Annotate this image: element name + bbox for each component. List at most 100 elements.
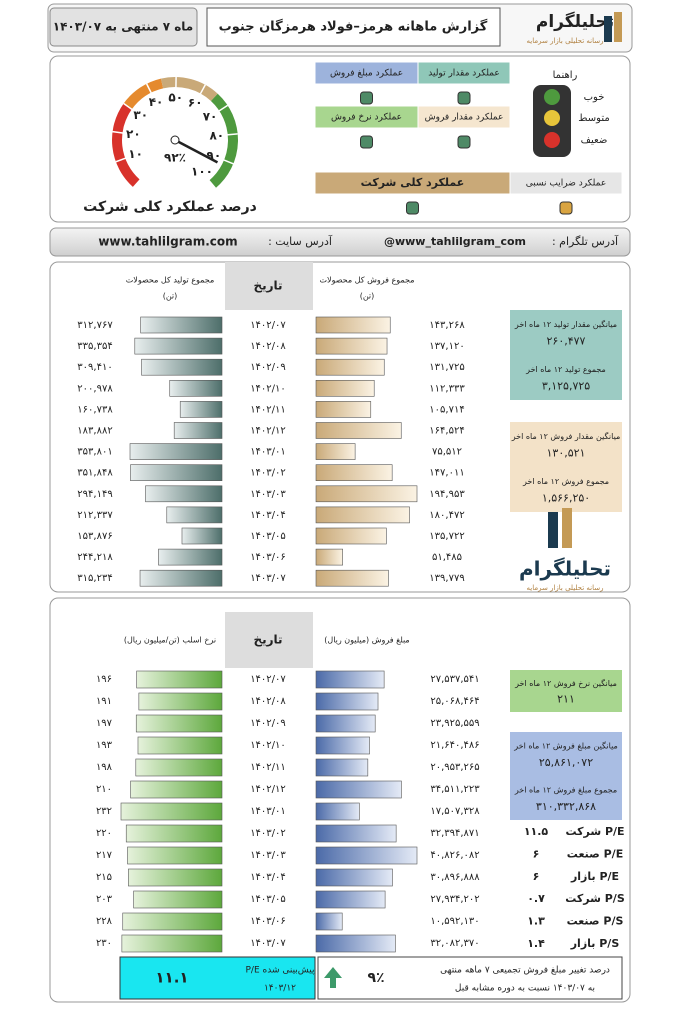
date: ۱۴۰۲/۰۹ bbox=[250, 718, 286, 729]
summary-label: مجموع مبلغ فروش ۱۲ ماه اخر bbox=[514, 786, 617, 795]
sales-bar bbox=[315, 464, 393, 482]
sales-value: ۱۳۷,۱۲۰ bbox=[429, 341, 464, 352]
gauge-tick bbox=[199, 84, 207, 95]
date: ۱۴۰۲/۰۷ bbox=[250, 674, 286, 685]
rate-bar bbox=[136, 670, 223, 689]
traffic-lamp bbox=[544, 132, 560, 148]
legend-level: ضعیف bbox=[581, 135, 608, 146]
amount-bar bbox=[315, 868, 393, 887]
date: ۱۴۰۳/۰۴ bbox=[250, 872, 286, 883]
date: ۱۴۰۲/۱۱ bbox=[250, 762, 286, 773]
indicator-label: عملکرد ضرایب نسبی bbox=[526, 179, 606, 189]
production-bar bbox=[129, 443, 223, 460]
rate-value: ۱۹۷ bbox=[96, 718, 113, 729]
gauge-title: درصد عملکرد کلی شرکت bbox=[83, 199, 257, 215]
summary-box bbox=[510, 732, 622, 820]
ratio-label: P/E بازار bbox=[570, 870, 619, 883]
production-bar bbox=[134, 337, 223, 355]
amount-value: ۴۰,۸۲۶,۰۸۲ bbox=[430, 850, 479, 861]
production-bar bbox=[130, 464, 223, 482]
title-box bbox=[206, 7, 501, 47]
ratio-value: ۶ bbox=[533, 847, 540, 860]
production-value: ۱۶۰,۷۳۸ bbox=[77, 404, 113, 415]
gauge-hub bbox=[170, 135, 180, 145]
gauge-tick bbox=[222, 158, 234, 165]
amount-value: ۲۵,۰۶۸,۴۶۴ bbox=[430, 696, 479, 707]
sales-value: ۱۳۹,۷۷۹ bbox=[429, 573, 464, 584]
indicator-status bbox=[457, 91, 471, 105]
site: www.tahlilgram.com bbox=[98, 235, 237, 249]
column-header: تاریخ bbox=[253, 633, 282, 647]
change-box bbox=[317, 956, 623, 1000]
gauge-needle bbox=[174, 138, 219, 164]
sales-bar bbox=[315, 527, 387, 545]
date: ۱۴۰۳/۰۴ bbox=[250, 510, 286, 521]
gauge-tick-label: ۵۰ bbox=[168, 91, 183, 105]
sales-bar bbox=[315, 506, 410, 524]
sales-value: ۱۳۵,۷۲۲ bbox=[429, 531, 464, 542]
amount-bar bbox=[315, 670, 385, 689]
ratio-label: P/E شرکت bbox=[565, 825, 624, 838]
production-value: ۱۵۳,۸۷۶ bbox=[77, 531, 112, 542]
date: ۱۴۰۲/۱۱ bbox=[250, 404, 286, 415]
contact-bar bbox=[49, 227, 631, 257]
production-value: ۳۵۱,۸۴۸ bbox=[77, 468, 113, 479]
date: ۱۴۰۳/۰۵ bbox=[250, 531, 286, 542]
ratio-label: P/E صنعت bbox=[567, 847, 623, 860]
sales-value: ۱۹۴,۹۵۳ bbox=[429, 489, 465, 500]
summary-value: ۳,۱۲۵,۷۲۵ bbox=[542, 380, 590, 393]
production-bar bbox=[139, 569, 223, 587]
brand-subtitle: رسانه تحلیلی بازار سرمایه bbox=[527, 37, 604, 45]
amount-bar bbox=[315, 824, 397, 843]
production-value: ۲۱۲,۳۳۷ bbox=[77, 510, 113, 521]
gauge-tick bbox=[217, 104, 229, 113]
date: ۱۴۰۳/۰۶ bbox=[250, 552, 286, 563]
gauge-tick-label: ۴۰ bbox=[149, 95, 164, 109]
indicator-cell bbox=[314, 105, 419, 129]
summary-label: مجموع تولید ۱۲ ماه اخر bbox=[525, 365, 606, 374]
rate-bar bbox=[137, 736, 223, 755]
amount-value: ۱۷,۵۰۷,۳۲۸ bbox=[430, 806, 480, 817]
gauge-tick bbox=[207, 179, 217, 189]
amount-bar bbox=[315, 846, 418, 865]
change-value: ۹٪ bbox=[367, 970, 384, 986]
date: ۱۴۰۲/۱۰ bbox=[250, 740, 286, 751]
sales-bar bbox=[315, 379, 375, 397]
forecast-box bbox=[119, 956, 316, 1000]
gauge-arc bbox=[123, 78, 164, 110]
column-unit: (تن) bbox=[163, 292, 178, 301]
sales-value: ۱۸۰,۴۷۲ bbox=[429, 510, 464, 521]
indicator-cell bbox=[314, 61, 419, 85]
production-bar bbox=[181, 527, 223, 545]
summary-value: ۳۱۰,۳۳۲,۸۶۸ bbox=[536, 800, 596, 813]
sales-bar bbox=[315, 401, 372, 418]
summary-value: ۱,۵۶۶,۲۵۰ bbox=[542, 492, 590, 505]
rate-value: ۲۱۰ bbox=[96, 784, 112, 795]
amount-bar bbox=[315, 912, 343, 931]
rate-bar bbox=[130, 780, 223, 799]
production-bar bbox=[145, 485, 223, 503]
date: ۱۴۰۲/۰۸ bbox=[250, 341, 286, 352]
sales-value: ۱۳۱,۷۲۵ bbox=[429, 362, 464, 373]
amount-bar bbox=[315, 934, 396, 953]
column-header: نرخ اسلب (تن/میلیون ریال) bbox=[124, 636, 216, 645]
site-label: آدرس سایت : bbox=[268, 234, 333, 248]
ratio-label: P/S صنعت bbox=[567, 915, 624, 928]
amount-value: ۲۳,۹۲۵,۵۵۹ bbox=[430, 718, 479, 729]
date-header-bg bbox=[225, 262, 313, 310]
ratio-value: ۱.۳ bbox=[527, 915, 545, 928]
forecast-value: ۱۱.۱ bbox=[155, 969, 188, 987]
indicator-status bbox=[559, 201, 573, 215]
rate-value: ۲۳۰ bbox=[96, 938, 112, 949]
brand-subtitle: رسانه تحلیلی بازار سرمایه bbox=[527, 584, 604, 592]
rate-value: ۲۳۲ bbox=[96, 806, 112, 817]
date: ۱۴۰۳/۰۶ bbox=[250, 916, 286, 927]
amount-bar bbox=[315, 802, 360, 821]
indicator-status bbox=[406, 201, 419, 215]
sales-bar bbox=[315, 443, 356, 460]
period: ماه ۷ منتهی به ۱۴۰۳/۰۷ bbox=[53, 20, 193, 34]
change-text: درصد تغییر مبلغ فروش تجمیعی ۷ ماهه منتهی bbox=[440, 966, 610, 976]
gauge-tick-label: ۷۰ bbox=[203, 109, 218, 123]
rate-value: ۲۲۰ bbox=[96, 828, 112, 839]
ratio-value: ۱.۴ bbox=[527, 937, 545, 950]
